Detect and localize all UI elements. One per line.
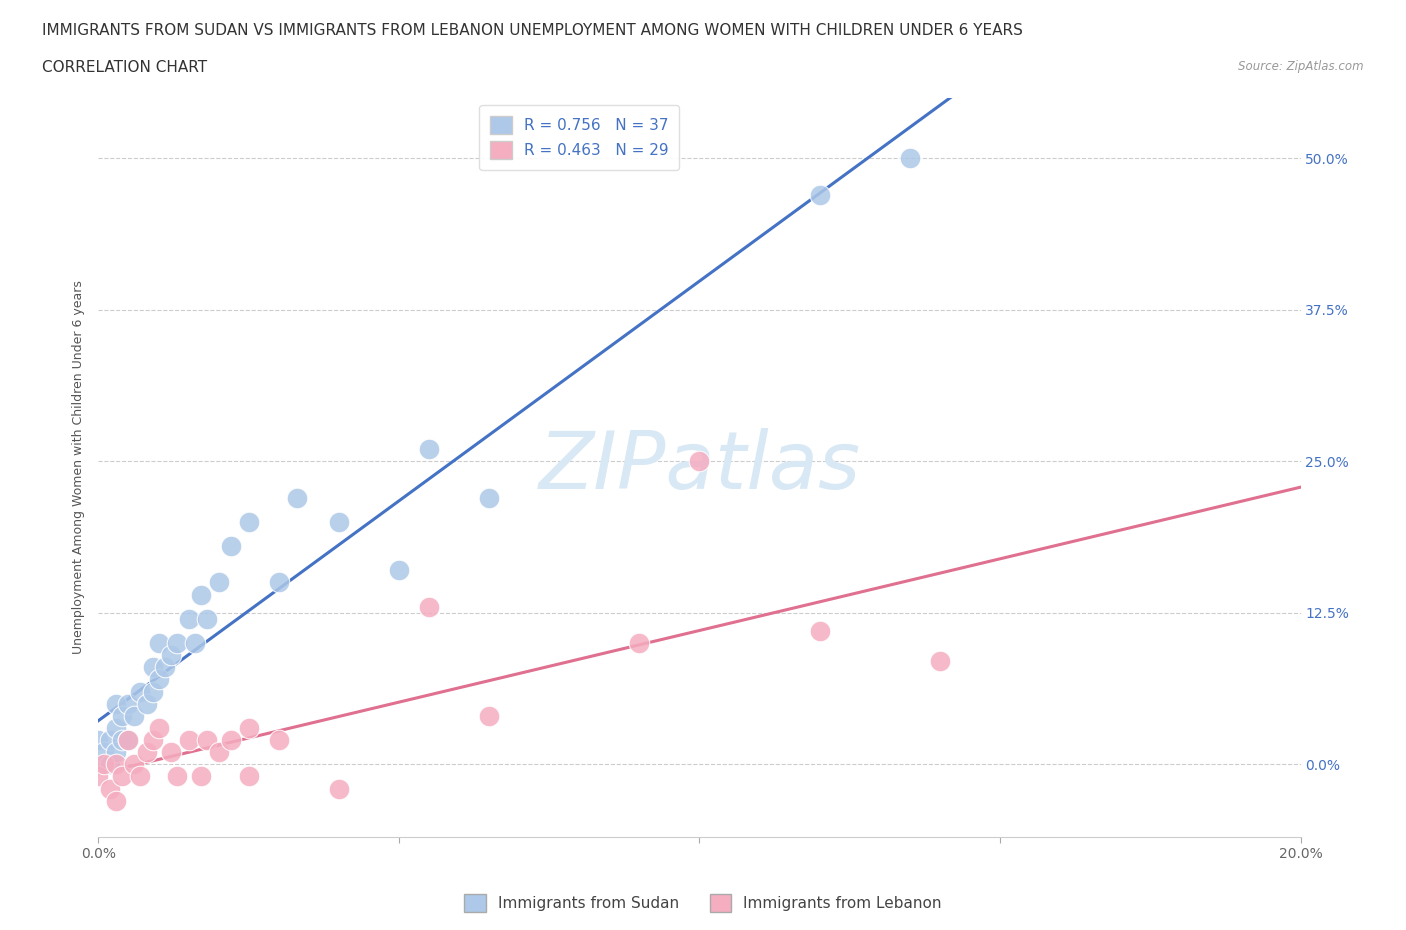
- Text: ZIPatlas: ZIPatlas: [538, 429, 860, 506]
- Point: [129, 769, 152, 784]
- Point: [328, 781, 350, 796]
- Point: [93, 757, 115, 772]
- Text: Source: ZipAtlas.com: Source: ZipAtlas.com: [1239, 60, 1364, 73]
- Point: [117, 697, 139, 711]
- Point: [135, 697, 157, 711]
- Point: [238, 721, 260, 736]
- Point: [190, 769, 212, 784]
- Point: [166, 769, 188, 784]
- Point: [111, 709, 134, 724]
- Point: [808, 187, 831, 202]
- Point: [148, 672, 170, 687]
- Legend: R = 0.756   N = 37, R = 0.463   N = 29: R = 0.756 N = 37, R = 0.463 N = 29: [479, 105, 679, 169]
- Point: [105, 745, 128, 760]
- Point: [105, 697, 128, 711]
- Point: [195, 733, 218, 748]
- Point: [267, 575, 290, 590]
- Point: [148, 721, 170, 736]
- Point: [267, 733, 290, 748]
- Point: [285, 490, 308, 505]
- Point: [238, 514, 260, 529]
- Point: [898, 151, 921, 166]
- Point: [388, 563, 411, 578]
- Point: [208, 745, 231, 760]
- Point: [148, 635, 170, 650]
- Point: [929, 654, 952, 669]
- Point: [105, 721, 128, 736]
- Point: [183, 635, 205, 650]
- Point: [111, 733, 134, 748]
- Point: [238, 769, 260, 784]
- Point: [100, 733, 122, 748]
- Point: [100, 757, 122, 772]
- Point: [808, 623, 831, 638]
- Point: [87, 757, 110, 772]
- Point: [177, 611, 200, 626]
- Text: CORRELATION CHART: CORRELATION CHART: [42, 60, 207, 75]
- Point: [135, 745, 157, 760]
- Point: [159, 648, 181, 663]
- Point: [141, 660, 163, 675]
- Point: [689, 454, 711, 469]
- Point: [195, 611, 218, 626]
- Point: [418, 599, 440, 614]
- Point: [124, 709, 146, 724]
- Legend: Immigrants from Sudan, Immigrants from Lebanon: Immigrants from Sudan, Immigrants from L…: [458, 888, 948, 918]
- Point: [177, 733, 200, 748]
- Point: [159, 745, 181, 760]
- Point: [117, 733, 139, 748]
- Point: [219, 733, 242, 748]
- Point: [153, 660, 176, 675]
- Point: [87, 733, 110, 748]
- Point: [219, 538, 242, 553]
- Point: [111, 769, 134, 784]
- Text: IMMIGRANTS FROM SUDAN VS IMMIGRANTS FROM LEBANON UNEMPLOYMENT AMONG WOMEN WITH C: IMMIGRANTS FROM SUDAN VS IMMIGRANTS FROM…: [42, 23, 1024, 38]
- Point: [87, 769, 110, 784]
- Point: [628, 635, 651, 650]
- Point: [124, 757, 146, 772]
- Point: [117, 733, 139, 748]
- Y-axis label: Unemployment Among Women with Children Under 6 years: Unemployment Among Women with Children U…: [72, 280, 86, 655]
- Point: [129, 684, 152, 699]
- Point: [208, 575, 231, 590]
- Point: [328, 514, 350, 529]
- Point: [93, 745, 115, 760]
- Point: [141, 733, 163, 748]
- Point: [105, 757, 128, 772]
- Point: [418, 442, 440, 457]
- Point: [141, 684, 163, 699]
- Point: [105, 793, 128, 808]
- Point: [100, 781, 122, 796]
- Point: [190, 587, 212, 602]
- Point: [478, 490, 501, 505]
- Point: [166, 635, 188, 650]
- Point: [478, 709, 501, 724]
